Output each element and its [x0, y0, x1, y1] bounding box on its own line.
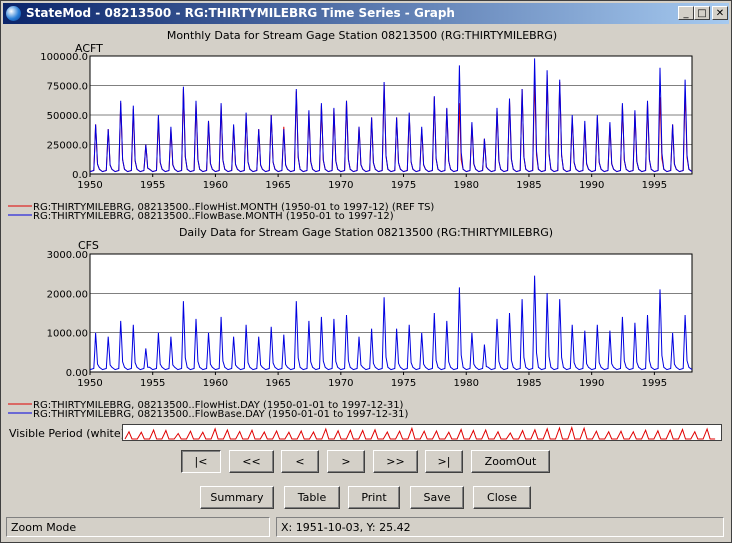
x-tick-label: 1955	[140, 378, 165, 389]
app-globe-icon	[6, 6, 21, 21]
y-tick-label: 75000.0	[47, 82, 88, 93]
x-tick-label: 1950	[77, 180, 102, 191]
page-back-button[interactable]: <<	[229, 450, 274, 473]
window-title: StateMod - 08213500 - RG:THIRTYMILEBRG T…	[26, 6, 455, 20]
visible-period-overview[interactable]	[122, 424, 722, 441]
y-tick-labels: 0.0 25000.0 50000.0 75000.0 100000.0	[40, 52, 88, 181]
series-line-1	[89, 58, 693, 173]
status-coordinates: X: 1951-10-03, Y: 25.42	[276, 517, 724, 537]
minimize-button[interactable]: _	[678, 6, 694, 20]
plot-frame	[89, 253, 693, 373]
y-tick-label: 3000.00	[47, 250, 88, 261]
chart-title: Monthly Data for Stream Gage Station 082…	[167, 29, 557, 42]
legend: RG:THIRTYMILEBRG, 08213500..FlowHist.DAY…	[8, 400, 408, 420]
legend-entry: RG:THIRTYMILEBRG, 08213500..FlowBase.MON…	[33, 211, 394, 222]
status-mode: Zoom Mode	[6, 517, 270, 537]
legend-entry: RG:THIRTYMILEBRG, 08213500..FlowBase.DAY…	[33, 409, 408, 420]
x-tick-label: 1995	[642, 378, 667, 389]
close-window-button[interactable]: ✕	[712, 6, 728, 20]
last-button[interactable]: >|	[425, 450, 463, 473]
x-tick-label: 1960	[203, 378, 228, 389]
print-button[interactable]: Print	[348, 486, 400, 509]
y-axis-label: ACFT	[75, 42, 103, 55]
series-lines	[89, 275, 693, 371]
x-tick-label: 1985	[516, 378, 541, 389]
y-tick-labels: 0.00 1000.00 2000.00 3000.00	[47, 250, 88, 379]
back-button[interactable]: <	[281, 450, 319, 473]
daily-chart[interactable]: Daily Data for Stream Gage Station 08213…	[8, 226, 693, 420]
first-button[interactable]: |<	[181, 450, 221, 473]
legend-entry: RG:THIRTYMILEBRG, 08213500..FlowHist.MON…	[33, 202, 434, 213]
overview-sparkline	[124, 425, 716, 440]
x-tick-label: 1970	[328, 180, 353, 191]
forward-button[interactable]: >	[327, 450, 365, 473]
gridlines	[90, 85, 692, 145]
table-button[interactable]: Table	[284, 486, 340, 509]
visible-period-label: Visible Period (white):	[9, 427, 129, 440]
x-tick-label: 1965	[265, 378, 290, 389]
series-line-1	[89, 275, 693, 371]
title-bar[interactable]: StateMod - 08213500 - RG:THIRTYMILEBRG T…	[3, 3, 729, 24]
y-tick-label: 50000.0	[47, 111, 88, 122]
graph-area[interactable]: Monthly Data for Stream Gage Station 082…	[0, 24, 732, 424]
x-tick-label: 1975	[391, 378, 416, 389]
x-tick-label: 1995	[642, 180, 667, 191]
x-tick-label: 1985	[516, 180, 541, 191]
y-tick-label: 1000.00	[47, 329, 88, 340]
x-tick-label: 1990	[579, 378, 604, 389]
save-button[interactable]: Save	[410, 486, 464, 509]
y-axis-label: CFS	[78, 239, 99, 252]
x-tick-label: 1990	[579, 180, 604, 191]
overview-line	[124, 425, 716, 440]
close-button[interactable]: Close	[473, 486, 531, 509]
y-tick-label: 0.00	[66, 368, 88, 379]
x-tick-label: 1965	[265, 180, 290, 191]
y-tick-label: 25000.0	[47, 141, 88, 152]
legend: RG:THIRTYMILEBRG, 08213500..FlowHist.MON…	[8, 202, 434, 222]
x-tick-label: 1950	[77, 378, 102, 389]
zoom-out-button[interactable]: ZoomOut	[471, 450, 550, 473]
x-tick-label: 1980	[454, 378, 479, 389]
x-tick-label: 1975	[391, 180, 416, 191]
x-tick-label: 1970	[328, 378, 353, 389]
summary-button[interactable]: Summary	[200, 486, 274, 509]
page-forward-button[interactable]: >>	[373, 450, 418, 473]
series-lines	[89, 58, 693, 173]
monthly-chart[interactable]: Monthly Data for Stream Gage Station 082…	[8, 29, 693, 222]
x-tick-labels: 1950 1955 1960 1965 1970 1975 1980 1985 1990 1995	[77, 372, 667, 389]
x-tick-label: 1955	[140, 180, 165, 191]
x-tick-label: 1980	[454, 180, 479, 191]
maximize-button[interactable]: □	[694, 6, 710, 20]
chart-title: Daily Data for Stream Gage Station 08213…	[179, 226, 553, 239]
x-tick-label: 1960	[203, 180, 228, 191]
legend-entry: RG:THIRTYMILEBRG, 08213500..FlowHist.DAY…	[33, 400, 404, 411]
y-tick-label: 2000.00	[47, 289, 88, 300]
y-tick-label: 0.0	[72, 170, 88, 181]
y-tick-label: 100000.0	[40, 52, 88, 63]
x-tick-labels: 1950 1955 1960 1965 1970 1975 1980 1985 1990 1995	[77, 174, 667, 191]
gridlines	[90, 293, 692, 333]
